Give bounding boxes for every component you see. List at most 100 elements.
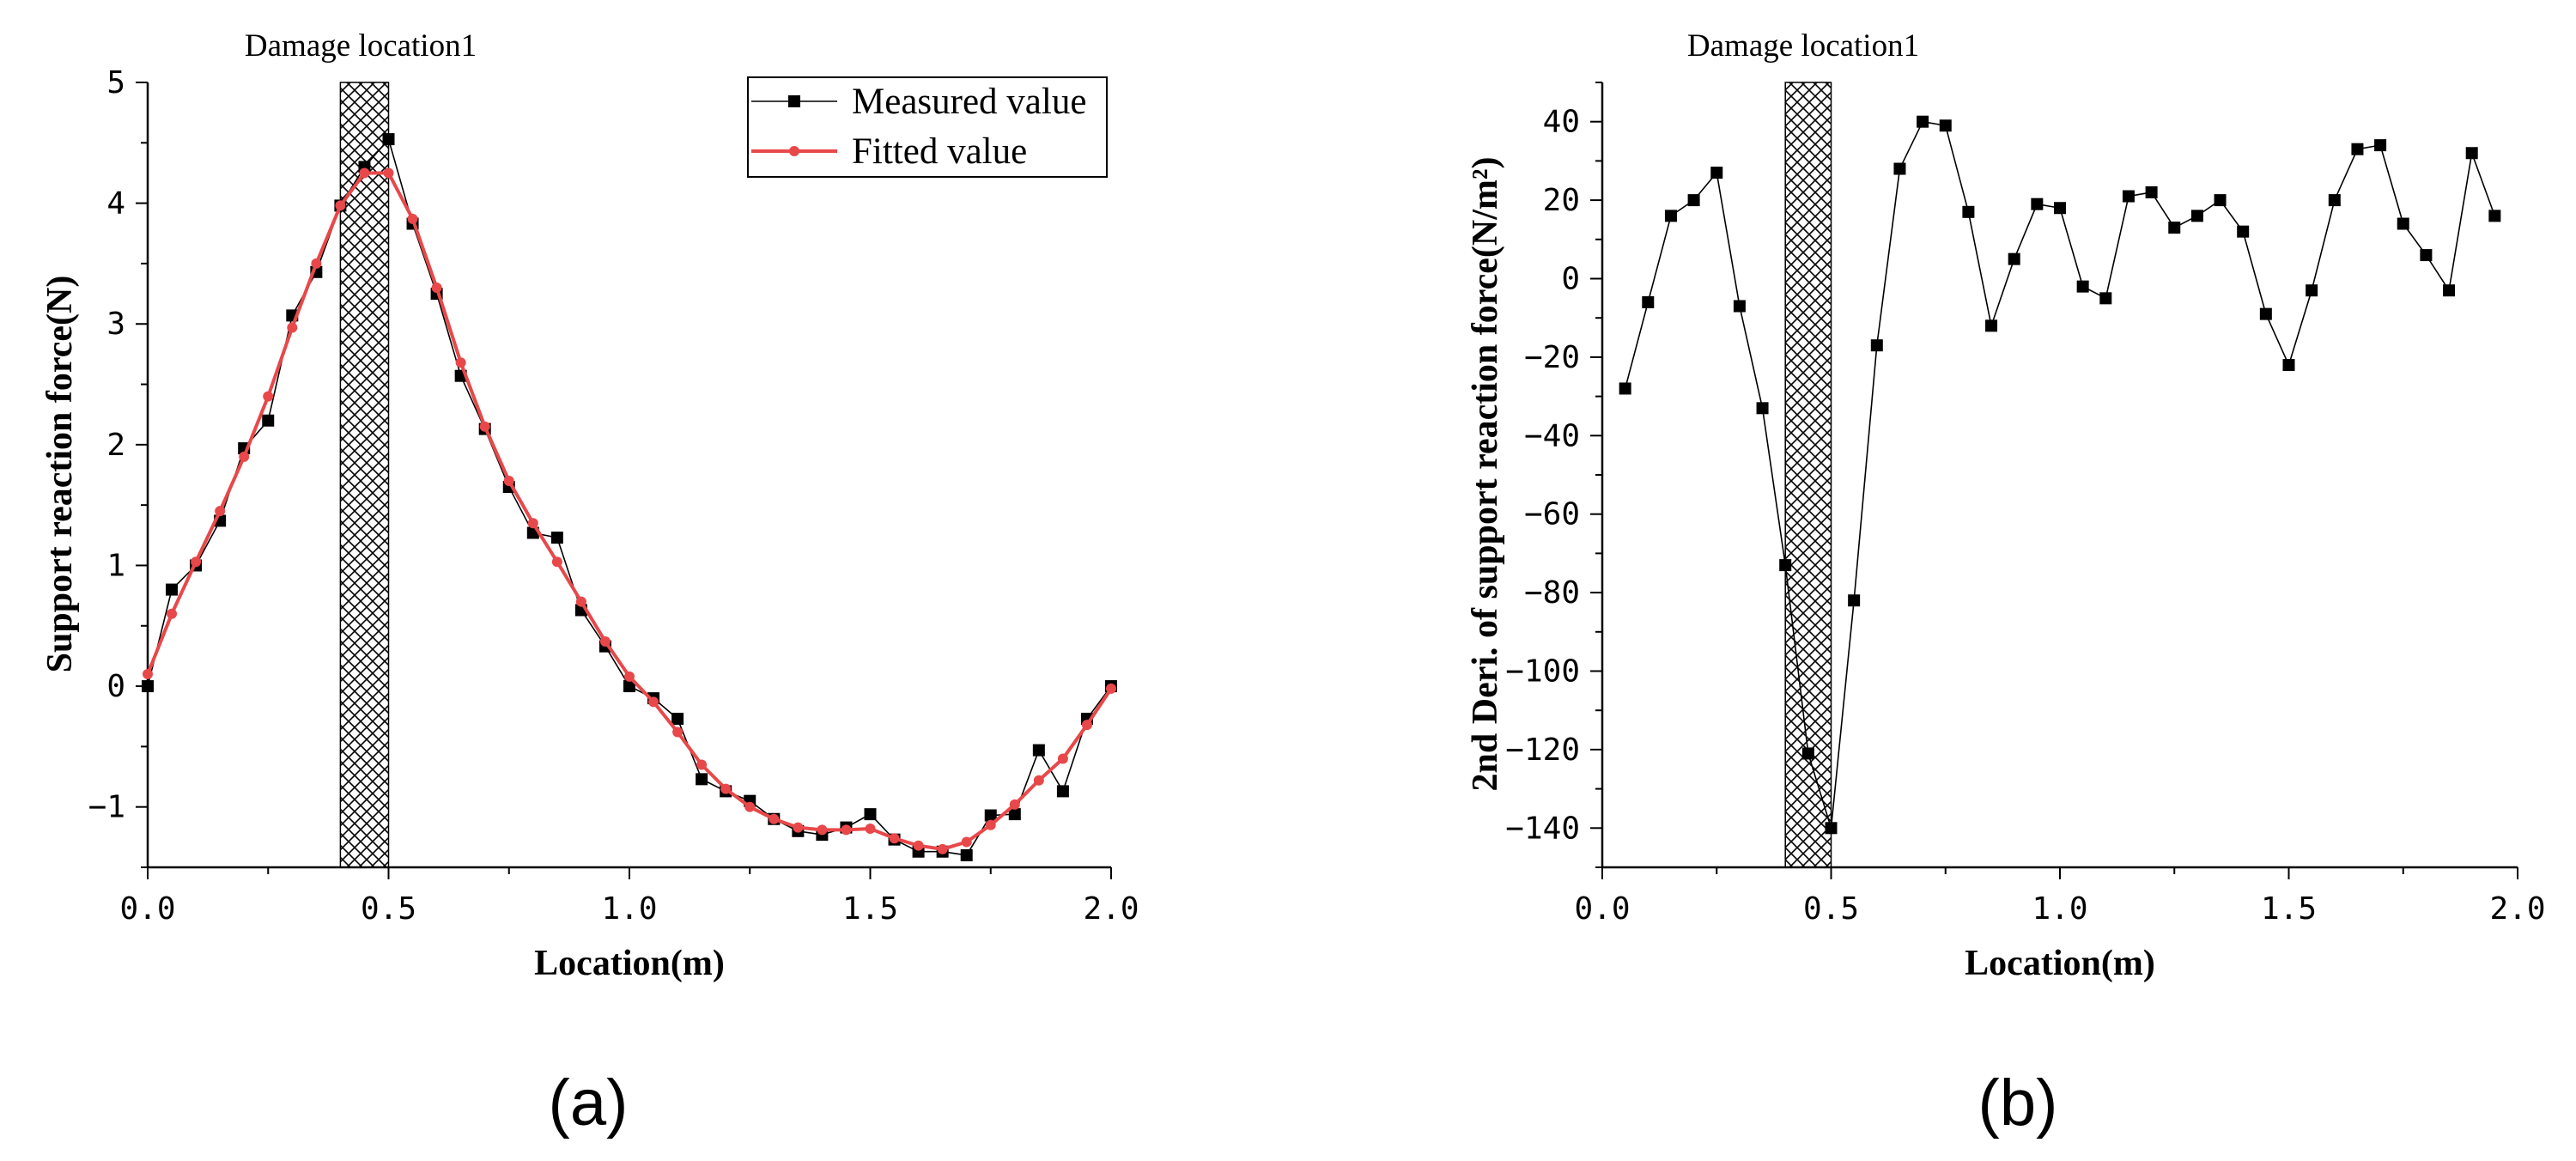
y-tick-label: 40 (1543, 105, 1580, 140)
data-point (1733, 300, 1746, 313)
data-point (359, 167, 370, 179)
chart-b: 0.0 0.5 1.0 1.5 2.0 −140 −120 −100 −80 −60 −40 −20 0… (1466, 28, 2546, 1140)
panel-label-a: (a) (549, 1067, 629, 1140)
data-point (287, 322, 298, 333)
data-point (720, 783, 732, 794)
x-tick-label: 0.5 (361, 891, 416, 927)
data-point (2214, 194, 2227, 207)
data-point (166, 583, 179, 596)
legend-a: Measured value Fitted value (747, 76, 1108, 178)
data-point (2282, 359, 2295, 372)
x-tick-label: 1.5 (842, 891, 898, 927)
data-point (1009, 799, 1020, 810)
data-point (1985, 319, 1998, 332)
data-point (1939, 119, 1952, 132)
data-point (1642, 295, 1655, 308)
data-point (2099, 292, 2112, 305)
data-point (2008, 252, 2020, 265)
y-tick-label: 3 (106, 307, 125, 342)
data-point (1008, 808, 1021, 821)
y-tick-label: 5 (106, 65, 125, 100)
series-group-b (1619, 115, 2501, 835)
data-point (2237, 225, 2250, 238)
x-tick-label: 1.0 (601, 891, 657, 927)
series-line-a-1 (146, 171, 1113, 851)
data-point (407, 213, 418, 224)
data-point (864, 808, 877, 821)
panel-label-b: (b) (1978, 1067, 2058, 1140)
data-point (984, 809, 997, 822)
series-group-a (142, 133, 1117, 861)
data-point (503, 476, 514, 487)
data-point (889, 833, 900, 844)
data-point (2054, 202, 2066, 215)
x-tick-label: 0.0 (119, 891, 175, 927)
y-tick-label: 4 (106, 186, 125, 222)
y-tick-label: −1 (88, 790, 125, 825)
y-tick-label: 1 (106, 548, 125, 583)
data-point (648, 696, 659, 708)
data-point (431, 283, 442, 294)
y-tick-label: −120 (1505, 732, 1580, 768)
data-point (1779, 559, 1792, 572)
data-point (311, 258, 322, 269)
data-point (2465, 147, 2478, 160)
data-point (961, 836, 972, 848)
series-line-a-0 (147, 138, 1112, 856)
data-point (1106, 683, 1116, 694)
data-point (1710, 167, 1723, 179)
data-point (2259, 307, 2272, 320)
axes-a: 0.0 0.5 1.0 1.5 2.0 −1 0 1 2 3 4 5 (88, 65, 1139, 927)
data-point (191, 556, 202, 568)
data-point (215, 506, 226, 517)
data-point (985, 819, 996, 830)
y-axis-title-a: Support reaction force(N) (40, 276, 80, 673)
data-point (793, 822, 804, 833)
data-point (2420, 249, 2433, 262)
data-point (1825, 822, 1838, 835)
y-tick-label: −20 (1524, 340, 1580, 375)
data-point (1893, 162, 1906, 175)
y-tick-label: −60 (1524, 497, 1580, 532)
data-point (239, 451, 250, 462)
data-point (2031, 198, 2044, 210)
data-point (455, 357, 466, 368)
data-point (575, 596, 586, 607)
data-point (1962, 205, 1975, 218)
data-point (1619, 382, 1631, 395)
x-axis-title-a: Location(m) (534, 944, 725, 983)
legend-label-fitted: Fitted value (852, 131, 1027, 172)
x-tick-label: 2.0 (1083, 891, 1139, 927)
data-point (2443, 284, 2456, 297)
legend-box-a (747, 76, 1108, 178)
data-point (1056, 785, 1069, 798)
data-point (1917, 115, 1929, 128)
data-point (2397, 217, 2409, 230)
legend-marker-fitted (789, 146, 799, 156)
data-point (696, 773, 708, 786)
y-tick-label: −140 (1505, 811, 1580, 846)
data-point (2328, 194, 2341, 207)
chart-a: 0.0 0.5 1.0 1.5 2.0 −1 0 1 2 3 4 5 Measured value F… (40, 28, 1139, 1140)
damage-band-b (1784, 82, 1832, 868)
data-point (2122, 190, 2135, 203)
x-tick-label: 1.5 (2261, 891, 2317, 927)
data-point (960, 848, 973, 861)
y-tick-label: 0 (106, 669, 125, 704)
damage-band-a (339, 82, 390, 868)
y-tick-label: 0 (1561, 262, 1580, 297)
data-point (2374, 139, 2387, 152)
data-point (744, 801, 756, 812)
legend-marker-measured (788, 95, 800, 107)
y-tick-label: 20 (1543, 183, 1580, 218)
data-point (383, 167, 394, 179)
data-point (671, 713, 684, 726)
data-point (696, 759, 708, 770)
data-point (1687, 194, 1700, 207)
x-tick-label: 1.0 (2032, 891, 2087, 927)
x-tick-label: 0.5 (1803, 891, 1859, 927)
data-point (2168, 222, 2181, 234)
data-point (1032, 744, 1045, 757)
data-point (841, 824, 852, 836)
data-point (2190, 210, 2203, 222)
